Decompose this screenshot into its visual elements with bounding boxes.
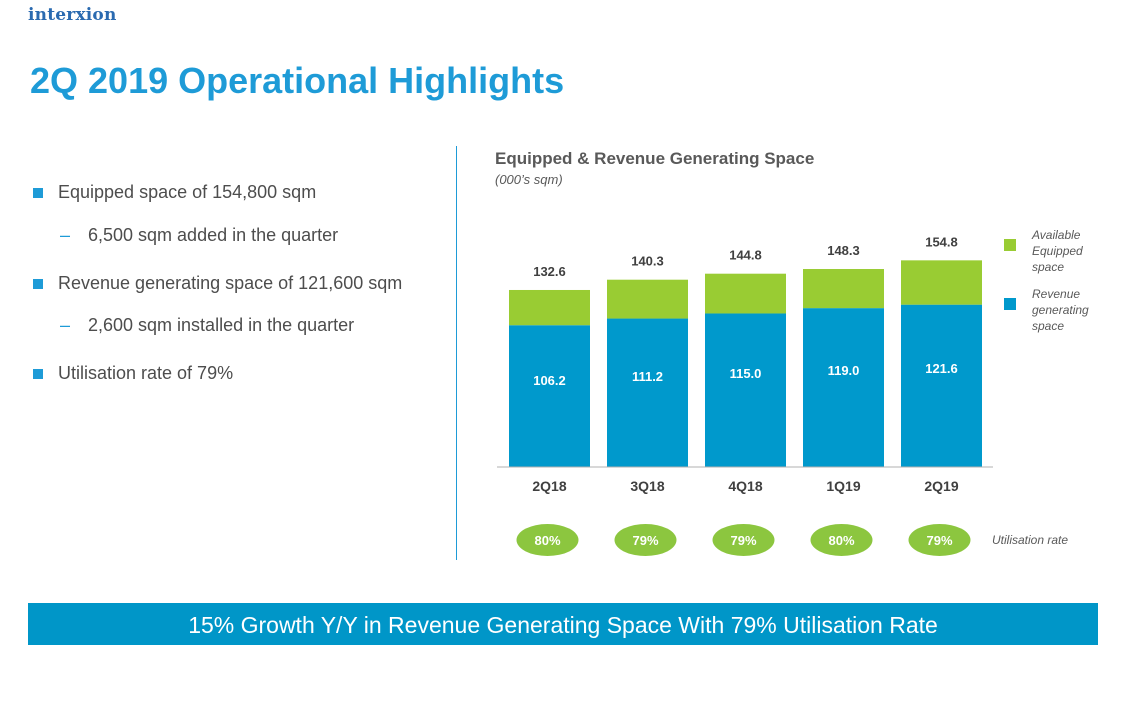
page-title: 2Q 2019 Operational Highlights xyxy=(30,60,565,101)
legend-revenue-generating-swatch xyxy=(1004,298,1016,310)
bullet-text: Utilisation rate of 79% xyxy=(58,363,234,383)
x-tick-label: 1Q19 xyxy=(826,478,860,494)
bar-revenue-generating-3Q18 xyxy=(607,318,688,467)
stacked-bar-chart: 132.6 106.2 2Q18 80% 140.3 111.2 3Q18 79% 144.8 1… xyxy=(497,228,1089,556)
total-label: 132.6 xyxy=(533,264,566,279)
legend-available-equipped-label: Equipped xyxy=(1032,244,1083,258)
total-label: 144.8 xyxy=(729,248,762,263)
bar-revenue-generating-1Q19 xyxy=(803,308,884,467)
utilisation-badge xyxy=(614,524,677,556)
utilisation-value: 80% xyxy=(828,533,854,548)
bullet-text: Equipped space of 154,800 sqm xyxy=(58,182,317,202)
bullet-text: 2,600 sqm installed in the quarter xyxy=(88,315,355,335)
dash-bullet-icon: – xyxy=(60,315,71,335)
bar-available-equipped-4Q18 xyxy=(705,273,786,314)
chart-subtitle: (000’s sqm) xyxy=(495,172,563,187)
x-tick-label: 4Q18 xyxy=(728,478,762,494)
total-label: 148.3 xyxy=(827,243,860,258)
total-label: 154.8 xyxy=(925,234,958,249)
bar-available-equipped-3Q18 xyxy=(607,279,688,319)
utilisation-value: 79% xyxy=(926,533,952,548)
x-tick-label: 2Q18 xyxy=(532,478,566,494)
segment-value-label: 119.0 xyxy=(828,363,860,378)
section-divider xyxy=(456,146,457,560)
bar-revenue-generating-4Q18 xyxy=(705,313,786,467)
bar-revenue-generating-2Q18 xyxy=(509,325,590,467)
segment-value-label: 106.2 xyxy=(533,373,566,388)
segment-value-label: 121.6 xyxy=(925,361,958,376)
utilisation-value: 79% xyxy=(730,533,756,548)
square-bullet-icon xyxy=(33,188,43,198)
legend-revenue-generating-label: generating xyxy=(1032,303,1089,317)
utilisation-value: 79% xyxy=(632,533,658,548)
utilisation-badge xyxy=(712,524,775,556)
bar-available-equipped-2Q18 xyxy=(509,289,590,326)
legend-available-equipped-label: Available xyxy=(1031,228,1081,242)
segment-value-label: 115.0 xyxy=(730,366,762,381)
bullet-text: Revenue generating space of 121,600 sqm xyxy=(58,273,403,293)
legend-available-equipped-swatch xyxy=(1004,239,1016,251)
utilisation-rate-label: Utilisation rate xyxy=(992,533,1068,547)
chart-title: Equipped & Revenue Generating Space xyxy=(495,149,815,168)
bar-available-equipped-1Q19 xyxy=(803,269,884,309)
legend-available-equipped-label: space xyxy=(1032,260,1064,274)
total-label: 140.3 xyxy=(631,254,664,269)
legend-revenue-generating-label: space xyxy=(1032,319,1064,333)
dash-bullet-icon: – xyxy=(60,225,71,245)
bar-available-equipped-2Q19 xyxy=(901,260,982,305)
summary-banner: 15% Growth Y/Y in Revenue Generating Spa… xyxy=(28,603,1098,645)
square-bullet-icon xyxy=(33,369,43,379)
utilisation-badge xyxy=(516,524,579,556)
interxion-logo: interxion xyxy=(28,5,117,25)
bullet-text: 6,500 sqm added in the quarter xyxy=(88,225,339,245)
segment-value-label: 111.2 xyxy=(632,369,663,384)
x-tick-label: 3Q18 xyxy=(630,478,664,494)
square-bullet-icon xyxy=(33,279,43,289)
bar-revenue-generating-2Q19 xyxy=(901,304,982,467)
utilisation-value: 80% xyxy=(534,533,560,548)
x-tick-label: 2Q19 xyxy=(924,478,958,494)
utilisation-badge xyxy=(908,524,971,556)
legend-revenue-generating-label: Revenue xyxy=(1032,287,1080,301)
utilisation-badge xyxy=(810,524,873,556)
